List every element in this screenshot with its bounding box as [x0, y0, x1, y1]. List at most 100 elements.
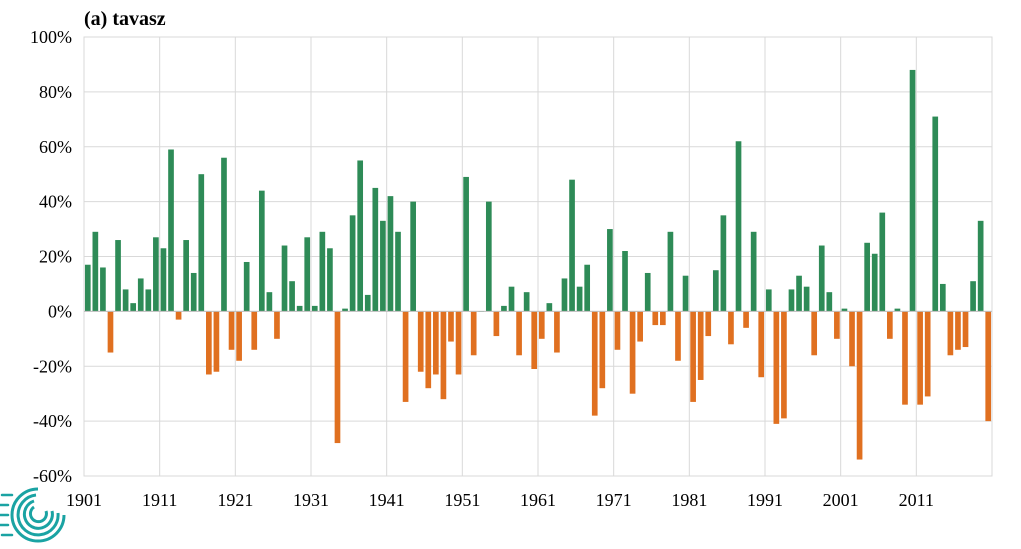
bar-1904 [107, 311, 114, 353]
bar-1980 [682, 275, 689, 312]
bar-1996 [803, 286, 810, 312]
x-tick-labels: 1901 1911 1921 1931 1941 1951 1961 1971 1981 1991… [66, 490, 934, 510]
bar-1960 [531, 311, 538, 369]
bar-2000 [834, 311, 840, 339]
bar-1938 [364, 294, 371, 312]
bar-1965 [569, 179, 575, 312]
bar-1998 [818, 245, 825, 312]
bar-2011 [917, 311, 923, 405]
bar-2009 [902, 311, 908, 405]
bar-1967 [584, 264, 591, 312]
bar-1920 [228, 311, 235, 350]
x-tick-label: 1911 [142, 490, 177, 510]
y-tick-label: 0% [48, 301, 72, 321]
bar-2008 [894, 308, 901, 312]
y-tick-label: 20% [39, 247, 72, 267]
bar-2020 [985, 311, 992, 422]
bar-1941 [387, 196, 394, 312]
bar-1924 [258, 190, 265, 312]
bar-1988 [743, 311, 749, 328]
bar-1906 [122, 289, 129, 312]
bar-1979 [675, 311, 681, 361]
bar-1995 [796, 275, 802, 312]
bar-1935 [342, 308, 348, 312]
bar-1954 [485, 201, 492, 312]
bar-1982 [697, 311, 704, 380]
bar-1908 [137, 278, 144, 312]
bar-2007 [887, 311, 893, 339]
bar-1916 [198, 174, 205, 312]
y-tick-label: 40% [39, 192, 72, 212]
bar-1914 [183, 240, 189, 312]
bars [84, 69, 992, 460]
bar-1977 [660, 311, 666, 326]
bar-1999 [826, 292, 833, 312]
bar-1929 [296, 305, 303, 312]
bar-1923 [251, 311, 258, 350]
bar-1978 [667, 231, 674, 312]
bar-1944 [410, 201, 416, 312]
bar-1992 [773, 311, 780, 424]
bar-2004 [864, 242, 870, 312]
bar-1971 [614, 311, 621, 350]
y-tick-label: -20% [33, 356, 72, 376]
plot-frame [83, 36, 993, 477]
bar-1961 [538, 311, 545, 339]
bar-2018 [970, 281, 976, 312]
y-tick-label: -40% [33, 411, 72, 431]
x-tick-label: 1971 [596, 490, 632, 510]
y-tick-label: 60% [39, 137, 72, 157]
bar-1973 [629, 311, 636, 394]
bar-1952 [470, 311, 477, 356]
bar-1917 [206, 311, 212, 375]
bar-1985 [720, 215, 727, 312]
bar-1919 [221, 157, 227, 312]
x-tick-label: 1901 [66, 490, 102, 510]
bar-1950 [455, 311, 462, 375]
bar-2006 [879, 212, 886, 312]
bar-2019 [977, 220, 984, 312]
bar-1939 [372, 187, 379, 312]
x-tick-label: 1921 [217, 490, 253, 510]
bar-1925 [266, 292, 273, 312]
bar-1903 [100, 267, 106, 312]
bar-1905 [115, 240, 121, 312]
bar-1910 [153, 237, 159, 312]
bar-1963 [554, 311, 560, 353]
x-tick-label: 2011 [899, 490, 934, 510]
bar-2017 [962, 311, 969, 348]
bar-1970 [607, 229, 613, 312]
bar-1972 [622, 251, 628, 312]
bar-1948 [440, 311, 447, 400]
bar-1912 [168, 149, 174, 312]
bar-1966 [576, 286, 583, 312]
bar-1997 [811, 311, 818, 356]
bar-1930 [304, 237, 311, 312]
y-tick-label: 100% [30, 27, 72, 47]
bar-1913 [175, 311, 182, 320]
bar-2012 [924, 311, 931, 397]
x-tick-label: 2001 [823, 490, 859, 510]
x-tick-label: 1961 [520, 490, 556, 510]
spiral-logo-icon [0, 487, 66, 543]
bar-1937 [357, 160, 364, 312]
bar-1921 [236, 311, 242, 361]
bar-2014 [939, 283, 946, 312]
bar-1991 [765, 289, 772, 312]
bar-1901 [84, 264, 91, 312]
bar-1990 [758, 311, 765, 378]
bar-1915 [190, 272, 197, 312]
bar-1927 [281, 245, 288, 312]
x-tick-label: 1981 [671, 490, 707, 510]
bar-1968 [591, 311, 598, 416]
bar-1946 [425, 311, 432, 389]
bar-2005 [871, 253, 878, 312]
bar-1949 [448, 311, 454, 342]
bar-1932 [319, 231, 326, 312]
bar-1958 [516, 311, 522, 356]
bar-1956 [501, 305, 507, 312]
bar-1928 [289, 281, 295, 312]
bar-2002 [849, 311, 855, 367]
bar-1989 [750, 231, 757, 312]
bar-1994 [788, 289, 795, 312]
